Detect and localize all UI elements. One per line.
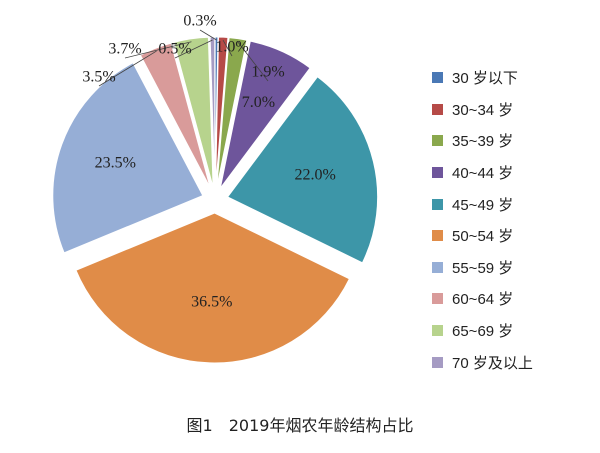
legend-label: 60~64 岁 [452, 291, 514, 309]
percentage-label: 3.7% [108, 41, 141, 58]
legend-item: 40~44 岁 [432, 157, 533, 189]
legend-item: 70 岁及以上 [432, 346, 533, 378]
legend-label: 65~69 岁 [452, 323, 514, 341]
legend-item: 30 岁以下 [432, 62, 533, 94]
legend-item: 55~59 岁 [432, 252, 533, 284]
legend-label: 50~54 岁 [452, 228, 514, 246]
leader-line [199, 29, 217, 41]
legend-label: 30 岁以下 [452, 70, 518, 88]
pie-slice [215, 36, 229, 188]
pie-slice [52, 62, 204, 254]
pie-slices [52, 36, 379, 364]
pie-slice [209, 36, 216, 188]
legend-item: 65~69 岁 [432, 315, 533, 347]
percentage-label: 36.5% [191, 294, 232, 311]
percentage-label: 0.3% [183, 13, 216, 30]
leader-line [174, 39, 213, 59]
legend-swatch [432, 103, 443, 115]
leader-line [222, 40, 233, 57]
pie-slice [216, 37, 248, 188]
percentage-labels: 0.3% 1.0%1.9% 7.0% 22.0% 36.5% 23.5% 3.5% 3.7% 0… [82, 13, 335, 311]
percentage-label: 23.5% [95, 155, 136, 172]
legend-item: 60~64 岁 [432, 283, 533, 315]
leader-line [124, 41, 192, 59]
legend-item: 35~39 岁 [432, 125, 533, 157]
legend-item: 45~49 岁 [432, 188, 533, 220]
percentage-label: 1.9% [251, 64, 284, 81]
pie-slice [173, 36, 214, 188]
pie-slice [219, 40, 311, 189]
chart-caption: 图1 2019年烟农年龄结构占比 [186, 416, 414, 435]
percentage-label: 7.0% [242, 94, 275, 111]
pie-slice [226, 76, 379, 264]
leader-lines [98, 29, 269, 87]
legend-swatch [432, 167, 443, 179]
leader-line [98, 50, 157, 87]
legend-swatch [432, 72, 443, 84]
pie-slice [139, 42, 211, 189]
percentage-label: 22.0% [294, 166, 335, 183]
percentage-label: 1.0% [215, 39, 248, 56]
legend-swatch [432, 325, 443, 337]
legend-label: 35~39 岁 [452, 133, 514, 151]
legend-swatch [432, 293, 443, 305]
legend-swatch [432, 198, 443, 210]
percentage-label: 0.5% [158, 41, 191, 58]
pie-slice [75, 212, 351, 364]
legend-swatch [432, 135, 443, 147]
leader-line [237, 41, 269, 82]
percentage-label: 3.5% [82, 69, 115, 86]
legend-swatch [432, 356, 443, 368]
legend-item: 30~34 岁 [432, 94, 533, 126]
legend-label: 70 岁及以上 [452, 354, 533, 372]
legend-item: 50~54 岁 [432, 220, 533, 252]
legend: 30 岁以下 30~34 岁 35~39 岁 40~44 岁 45~49 岁 50~54 … [432, 62, 533, 378]
legend-label: 55~59 岁 [452, 259, 514, 277]
legend-label: 30~34 岁 [452, 101, 514, 119]
legend-swatch [432, 230, 443, 242]
legend-swatch [432, 261, 443, 273]
legend-label: 45~49 岁 [452, 196, 514, 214]
legend-label: 40~44 岁 [452, 165, 514, 183]
